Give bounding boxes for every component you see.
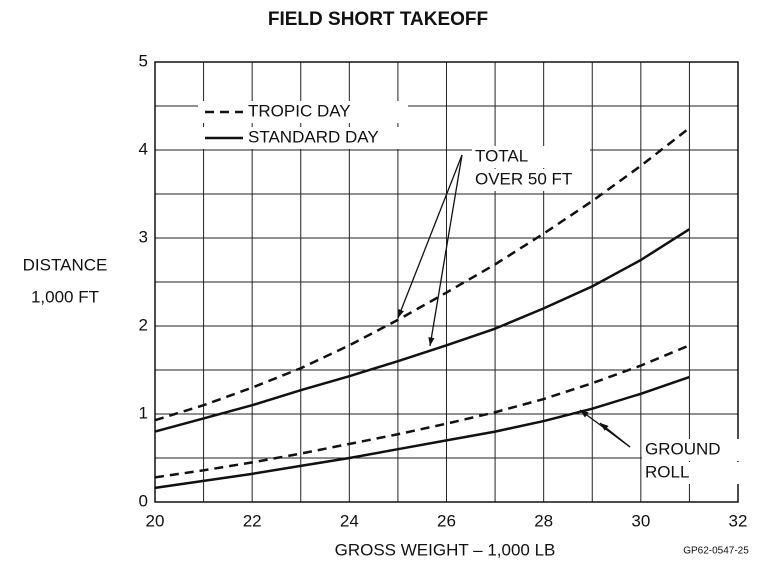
y-axis-label: DISTANCE [23,255,108,274]
annotation: TOTAL [475,146,528,165]
legend-bg [198,127,408,149]
chart-title: FIELD SHORT TAKEOFF [268,9,488,30]
data-line [154,344,690,479]
figure-code: GP62-0547-25 [683,546,749,557]
x-tick-label: 24 [340,511,359,530]
annotation: GROUND [645,439,721,458]
arrow-line [397,154,463,319]
arrow-head [580,410,589,418]
legend-label: TROPIC DAY [248,101,351,120]
x-axis-label: GROSS WEIGHT – 1,000 LB [335,540,556,559]
annotation: ROLL [645,462,689,481]
annotation-bg [472,169,590,191]
annotation-bg [642,462,757,484]
y-tick-label: 2 [139,315,148,334]
annotation-bg [642,439,757,461]
arrow-head [428,337,435,346]
data-line [154,375,690,490]
legend-label: STANDARD DAY [248,127,379,146]
x-tick-label: 22 [243,511,262,530]
legend-bg [198,101,408,123]
y-tick-label: 0 [139,491,148,510]
x-tick-label: 20 [146,511,165,530]
y-tick-label: 3 [139,227,148,246]
x-tick-label: 32 [729,511,748,530]
y-tick-label: 5 [139,51,148,70]
data-line [154,127,691,422]
y-tick-label: 1 [139,403,148,422]
arrow-line [429,154,463,347]
x-tick-label: 28 [534,511,553,530]
arrow-head [398,309,404,318]
y-axis-label: 1,000 FT [31,287,99,306]
data-line [154,228,691,433]
annotation-bg [472,146,590,168]
annotation: OVER 50 FT [475,169,572,188]
x-tick-label: 26 [437,511,456,530]
y-tick-label: 4 [139,139,148,158]
arrow-head [600,423,609,431]
x-tick-label: 30 [631,511,650,530]
plot-frame [154,61,739,503]
